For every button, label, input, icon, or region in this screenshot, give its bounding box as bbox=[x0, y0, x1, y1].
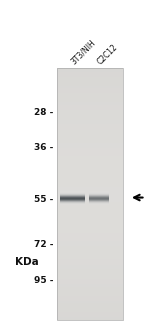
Text: 55 -: 55 - bbox=[34, 195, 53, 204]
Text: 3T3/NIH: 3T3/NIH bbox=[69, 38, 97, 66]
Text: 36 -: 36 - bbox=[34, 143, 53, 152]
Text: KDa: KDa bbox=[15, 257, 39, 267]
Text: 95 -: 95 - bbox=[34, 276, 53, 285]
Text: C2C12: C2C12 bbox=[96, 42, 120, 66]
Bar bbox=[57, 68, 123, 320]
Text: 28 -: 28 - bbox=[34, 108, 53, 118]
Text: 72 -: 72 - bbox=[34, 239, 53, 249]
